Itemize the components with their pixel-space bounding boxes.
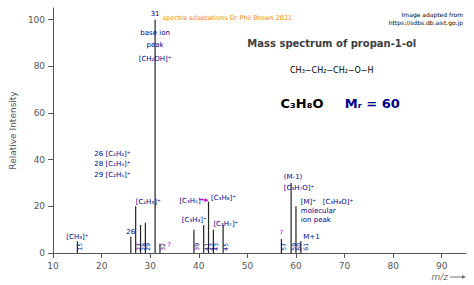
svg-text:M+1: M+1 bbox=[303, 233, 319, 241]
svg-text:https://sdbs.db.aist.go.jp: https://sdbs.db.aist.go.jp bbox=[389, 19, 463, 27]
svg-text:32: 32 bbox=[159, 243, 166, 251]
svg-text:26: 26 bbox=[126, 228, 135, 236]
svg-text:20: 20 bbox=[34, 201, 46, 211]
svg-text:29: 29 bbox=[144, 243, 151, 251]
svg-text:0: 0 bbox=[39, 248, 45, 258]
svg-text:10: 10 bbox=[47, 261, 59, 271]
svg-text:base ion: base ion bbox=[140, 29, 170, 37]
svg-text:60: 60 bbox=[295, 243, 302, 251]
svg-text:28: 28 bbox=[139, 243, 147, 251]
svg-text:50: 50 bbox=[242, 261, 254, 271]
svg-text:80: 80 bbox=[34, 61, 46, 71]
svg-text:[C₃H₈O]⁺: [C₃H₈O]⁺ bbox=[323, 198, 354, 206]
svg-text:39: 39 bbox=[193, 243, 200, 251]
svg-text:CH₃−CH₂−CH₂−O−H: CH₃−CH₂−CH₂−O−H bbox=[290, 66, 374, 75]
svg-text:31: 31 bbox=[151, 10, 160, 18]
svg-text:[C₃H₇]⁺: [C₃H₇]⁺ bbox=[213, 220, 238, 228]
svg-text:43: 43 bbox=[212, 243, 219, 251]
svg-text:[CH₂OH]⁺: [CH₂OH]⁺ bbox=[139, 55, 172, 63]
svg-text:15: 15 bbox=[76, 243, 83, 251]
svg-text:60: 60 bbox=[34, 108, 46, 118]
svg-text:Relative Intensity: Relative Intensity bbox=[8, 91, 18, 170]
svg-text:40: 40 bbox=[34, 155, 46, 165]
svg-text:61: 61 bbox=[302, 243, 309, 251]
svg-text:57: 57 bbox=[280, 243, 287, 251]
svg-text:C₃H₈O: C₃H₈O bbox=[281, 96, 324, 111]
svg-text:26 [C₂H₂]⁺: 26 [C₂H₂]⁺ bbox=[94, 150, 130, 158]
svg-text:[C₃H₇O]⁺: [C₃H₇O]⁺ bbox=[284, 184, 315, 192]
svg-text:20: 20 bbox=[96, 261, 108, 271]
svg-text:(M-1): (M-1) bbox=[284, 173, 303, 181]
svg-text:42: 42 bbox=[207, 243, 215, 251]
svg-text:spectra adaptations Dr Phil Br: spectra adaptations Dr Phil Brown 2021 bbox=[163, 14, 292, 22]
svg-text:90: 90 bbox=[436, 261, 448, 271]
svg-text:30: 30 bbox=[145, 261, 157, 271]
svg-text:[M]⁺: [M]⁺ bbox=[301, 198, 317, 206]
svg-text:Image adapted from: Image adapted from bbox=[402, 11, 464, 19]
svg-text:80: 80 bbox=[387, 261, 399, 271]
svg-text:[C₃H₅]⁺: [C₃H₅]⁺ bbox=[179, 197, 204, 205]
svg-text:Mᵣ = 60: Mᵣ = 60 bbox=[345, 96, 400, 111]
svg-text:[CH₃]⁺: [CH₃]⁺ bbox=[66, 233, 88, 241]
svg-text:ion peak: ion peak bbox=[301, 216, 332, 224]
svg-text:[C₃H₃]⁺: [C₃H₃]⁺ bbox=[182, 216, 207, 224]
svg-text:m/z: m/z bbox=[431, 272, 448, 282]
svg-text:29 [C₂H₅]⁺: 29 [C₂H₅]⁺ bbox=[94, 171, 130, 179]
svg-text:molecular: molecular bbox=[301, 207, 336, 215]
svg-text:40: 40 bbox=[193, 261, 205, 271]
svg-text:Mass spectrum of propan-1-ol: Mass spectrum of propan-1-ol bbox=[247, 38, 416, 49]
svg-text:[C₂H₃]⁺: [C₂H₃]⁺ bbox=[136, 198, 161, 206]
svg-text:60: 60 bbox=[290, 261, 302, 271]
svg-text:100: 100 bbox=[28, 15, 45, 25]
svg-text:70: 70 bbox=[339, 261, 351, 271]
svg-text:peak: peak bbox=[147, 41, 165, 49]
svg-text:?: ? bbox=[280, 229, 284, 237]
svg-text:41: 41 bbox=[202, 243, 210, 251]
svg-text:45: 45 bbox=[222, 243, 229, 251]
svg-text:[C₃H₆]⁺: [C₃H₆]⁺ bbox=[211, 194, 236, 202]
svg-text:?: ? bbox=[167, 241, 171, 249]
svg-text:59: 59 bbox=[290, 243, 298, 251]
svg-text:28 [C₂H₄]⁺: 28 [C₂H₄]⁺ bbox=[94, 160, 130, 168]
svg-text:27: 27 bbox=[134, 243, 142, 251]
